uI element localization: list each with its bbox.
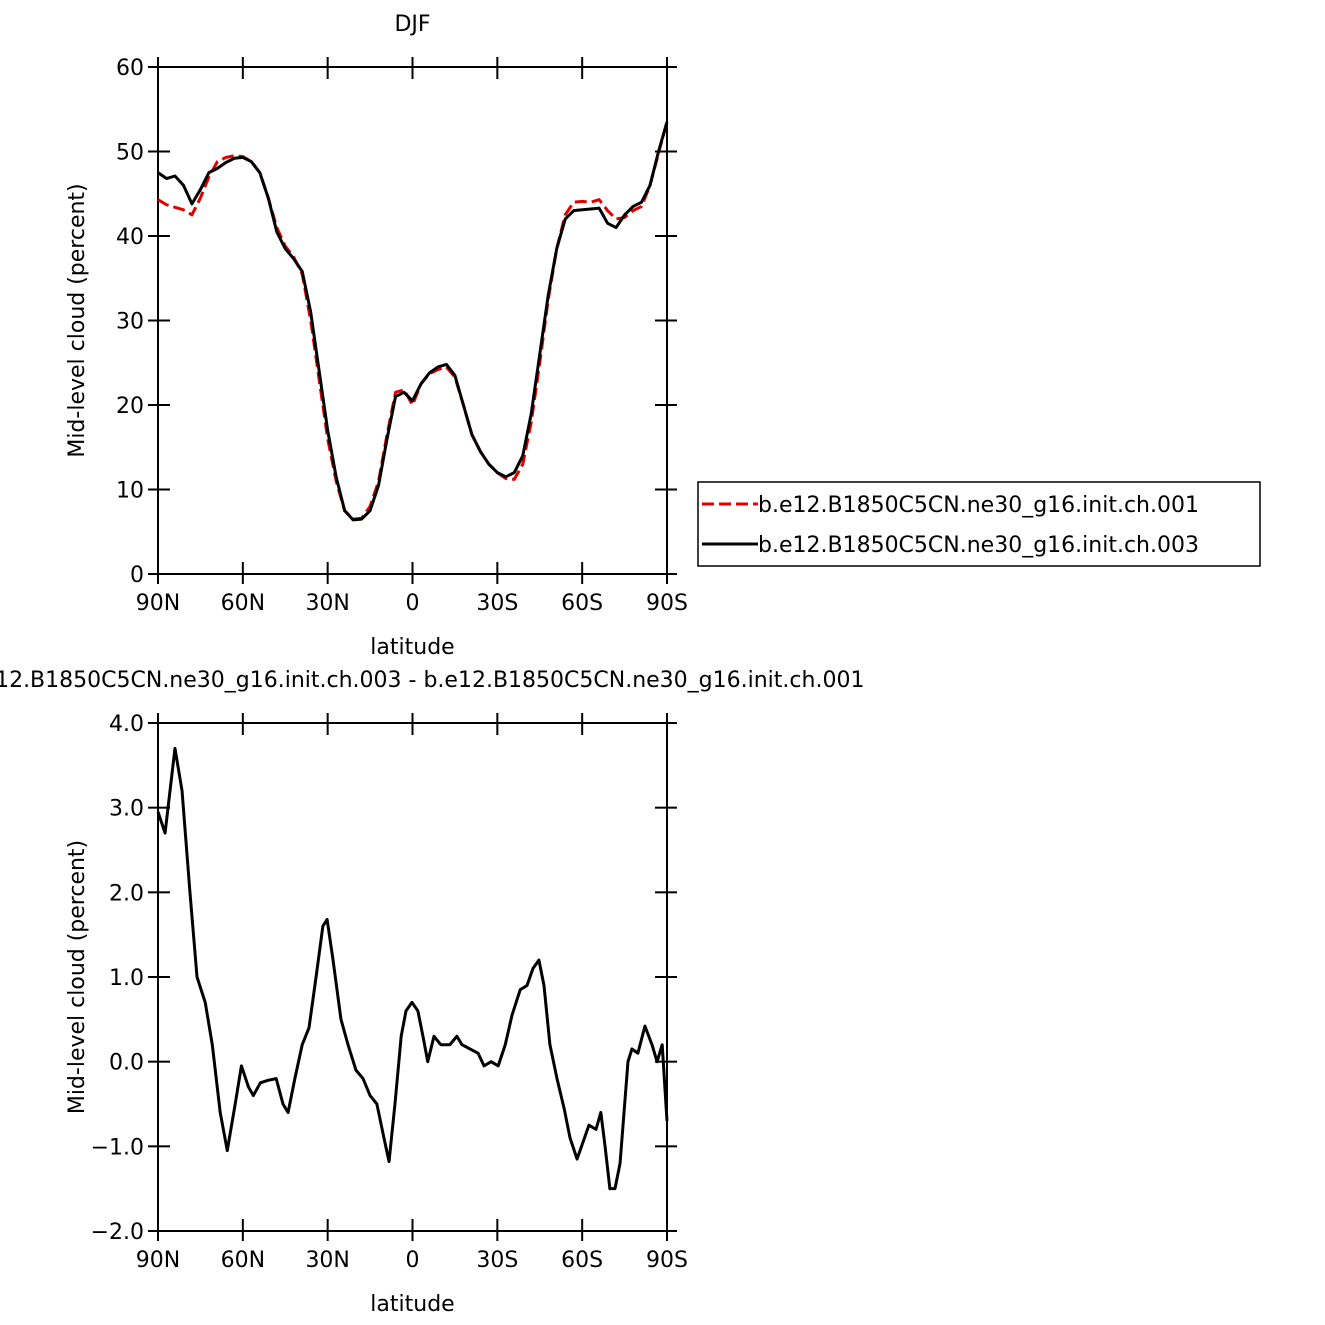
legend-box [697, 481, 1261, 567]
x-tick-label: 30N [305, 591, 349, 616]
y-tick-label: 20 [116, 394, 144, 419]
y-tick-label: 60 [116, 56, 144, 81]
data-line [157, 121, 669, 521]
y-tick-label: 0.0 [109, 1051, 144, 1076]
y-axis-label: Mid-level cloud (percent) [65, 183, 90, 457]
y-tick-label: 40 [116, 225, 144, 250]
y-tick-label: 30 [116, 310, 144, 335]
x-tick-label: 60N [221, 591, 265, 616]
x-tick-label: 0 [406, 1248, 420, 1273]
data-line [156, 746, 669, 1191]
x-tick-label: 90N [136, 1248, 180, 1273]
y-tick-label: 10 [116, 479, 144, 504]
y-tick-label: 0 [130, 563, 144, 588]
y-tick-label: −1.0 [91, 1135, 144, 1160]
legend-label: b.e12.B1850C5CN.ne30_g16.init.ch.001 [758, 493, 1199, 518]
y-tick-label: 4.0 [109, 712, 144, 737]
x-tick-label: 90S [646, 1248, 688, 1273]
y-tick-label: −2.0 [91, 1220, 144, 1245]
x-tick-label: 90N [136, 591, 180, 616]
legend-label: b.e12.B1850C5CN.ne30_g16.init.ch.003 [758, 533, 1199, 558]
x-tick-label: 60S [561, 1248, 603, 1273]
y-tick-label: 3.0 [109, 797, 144, 822]
x-tick-label: 60S [561, 591, 603, 616]
x-tick-label: 30S [476, 1248, 518, 1273]
x-axis-label: latitude [370, 1292, 454, 1317]
x-tick-label: 30N [305, 1248, 349, 1273]
x-tick-label: 90S [646, 591, 688, 616]
y-tick-label: 1.0 [109, 966, 144, 991]
y-tick-label: 50 [116, 141, 144, 166]
chart-title: b.e12.B1850C5CN.ne30_g16.init.ch.003 - b… [0, 668, 864, 693]
x-tick-label: 60N [221, 1248, 265, 1273]
data-line [157, 121, 669, 522]
x-tick-label: 0 [406, 591, 420, 616]
plot-frame [157, 722, 668, 1232]
y-axis-label: Mid-level cloud (percent) [65, 840, 90, 1114]
x-tick-label: 30S [476, 591, 518, 616]
chart-title: DJF [394, 12, 430, 37]
y-tick-label: 2.0 [109, 881, 144, 906]
x-axis-label: latitude [370, 635, 454, 660]
plot-frame [157, 66, 668, 575]
